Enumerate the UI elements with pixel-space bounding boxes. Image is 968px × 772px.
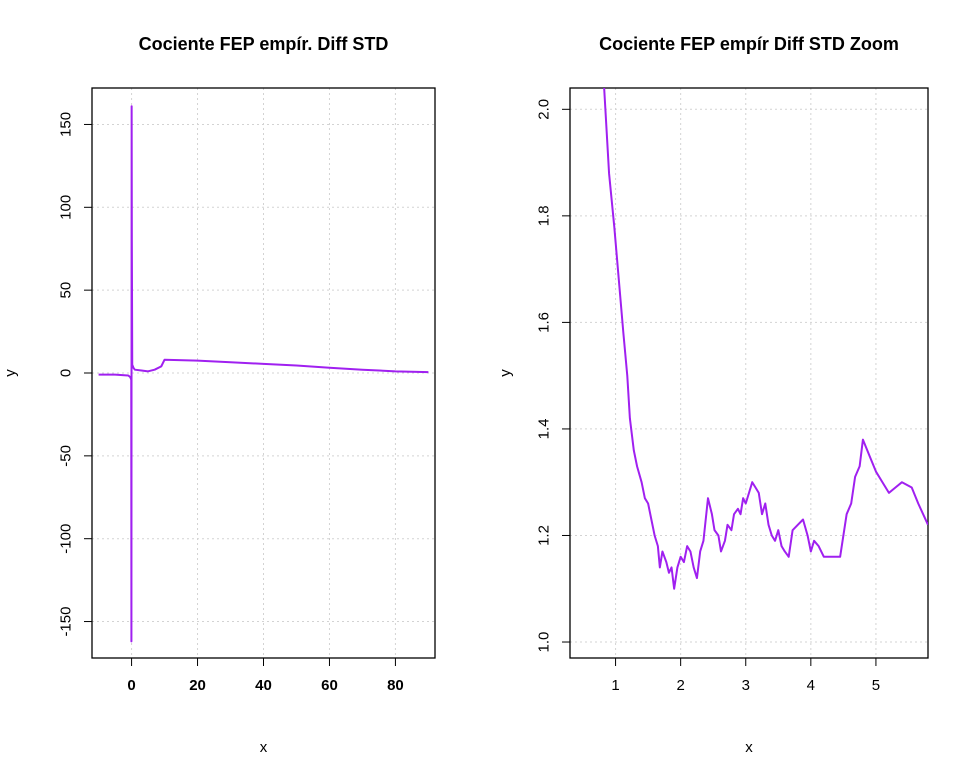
chart-left-y-tick-label: 50	[58, 282, 75, 299]
chart-right-title: Cociente FEP empír Diff STD Zoom	[599, 34, 899, 54]
chart-right-y-tick-label: 1.6	[536, 312, 553, 333]
chart-left-series-line	[98, 105, 429, 643]
chart-left-x-label: x	[260, 739, 268, 756]
chart-right-x-tick-label: 3	[742, 677, 750, 694]
chart-right-y-tick-label: 2.0	[536, 99, 553, 120]
chart-left-x-axis: 0 20 40 60 80	[127, 658, 404, 694]
chart-left-x-tick-label: 0	[127, 677, 135, 694]
chart-left-y-tick-label: 100	[58, 195, 75, 220]
chart-right-y-axis: 1.0 1.2 1.4 1.6 1.8 2.0	[536, 99, 570, 653]
chart-left-y-tick-label: -50	[58, 445, 75, 467]
chart-left-series	[98, 105, 429, 643]
chart-right-x-tick-label: 5	[872, 677, 880, 694]
chart-right-x-tick-label: 4	[807, 677, 815, 694]
chart-left-x-tick-label: 40	[255, 677, 272, 694]
chart-right: 1 2 3 4 5 1.0 1.2 1.4 1.6 1.8 2.0 Cociente FEP em…	[497, 34, 929, 756]
chart-left-grid	[92, 88, 435, 658]
chart-left-x-tick-label: 80	[387, 677, 404, 694]
chart-left-y-tick-label: 0	[58, 369, 75, 377]
chart-right-y-tick-label: 1.0	[536, 632, 553, 653]
chart-right-x-axis: 1 2 3 4 5	[611, 658, 880, 694]
chart-left-title: Cociente FEP empír. Diff STD	[139, 34, 389, 54]
chart-right-y-label: y	[497, 369, 514, 377]
chart-right-y-tick-label: 1.2	[536, 525, 553, 546]
chart-right-x-tick-label: 1	[611, 677, 619, 694]
chart-right-series	[603, 88, 928, 590]
chart-right-series-line	[603, 88, 928, 590]
chart-right-x-tick-label: 2	[676, 677, 684, 694]
chart-right-y-tick-label: 1.4	[536, 419, 553, 440]
chart-right-x-label: x	[745, 739, 753, 756]
chart-left: 0 20 40 60 80 -150 -100 -50 0 50 100 150 Cociente …	[2, 34, 436, 756]
chart-right-y-tick-label: 1.8	[536, 205, 553, 226]
chart-left-y-label: y	[2, 369, 19, 377]
chart-right-plot-frame	[569, 87, 929, 659]
chart-left-y-tick-label: -150	[58, 607, 75, 637]
chart-left-y-tick-label: 150	[58, 112, 75, 137]
chart-left-y-tick-label: -100	[58, 524, 75, 554]
chart-right-grid	[570, 88, 928, 658]
chart-left-y-axis: -150 -100 -50 0 50 100 150	[58, 112, 92, 637]
chart-left-x-tick-label: 60	[321, 677, 338, 694]
chart-left-x-tick-label: 20	[189, 677, 206, 694]
